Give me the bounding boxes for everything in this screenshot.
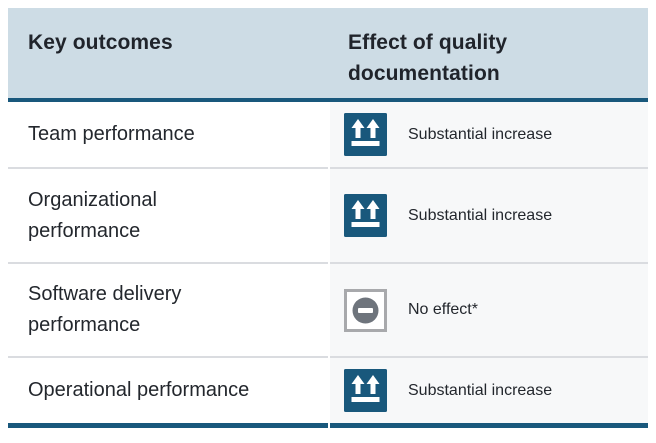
outcome-label: Organizational performance [28,188,157,242]
effect-label: Substantial increase [408,206,553,224]
table-row-team-performance: Team performance Substantial increase [8,102,648,169]
column-header-label: Key outcomes [28,31,173,54]
minus-circle-icon [344,288,387,332]
column-header-key-outcomes: Key outcomes [8,8,328,98]
table-header-row: Key outcomes Effect of quality documenta… [8,8,648,102]
effect-label: Substantial increase [408,381,553,399]
table-row-software-delivery-performance: Software delivery performance No effect* [8,264,648,358]
effect-cell: Substantial increase [330,358,648,428]
column-header-label: Effect of quality documentation [348,31,508,85]
double-up-arrow-icon [344,194,387,237]
effect-label: Substantial increase [408,125,553,143]
outcome-label: Software delivery performance [28,283,182,336]
outcome-cell: Organizational performance [8,169,328,264]
outcome-label: Team performance [28,123,195,145]
column-header-effect-of-quality-documentation: Effect of quality documentation [330,8,648,98]
double-up-arrow-icon [344,369,387,412]
table-row-organizational-performance: Organizational performance Substantial i… [8,169,648,264]
effect-cell: No effect* [330,264,648,358]
double-up-arrow-icon [344,113,387,156]
outcome-cell: Software delivery performance [8,264,328,358]
outcome-label: Operational performance [28,379,250,401]
effect-cell: Substantial increase [330,102,648,169]
table-row-operational-performance: Operational performance Substantial incr… [8,358,648,428]
outcome-cell: Operational performance [8,358,328,428]
quality-documentation-outcomes-table: Key outcomes Effect of quality documenta… [8,8,648,428]
effect-label: No effect* [408,301,478,318]
outcome-cell: Team performance [8,102,328,169]
effect-cell: Substantial increase [330,169,648,264]
